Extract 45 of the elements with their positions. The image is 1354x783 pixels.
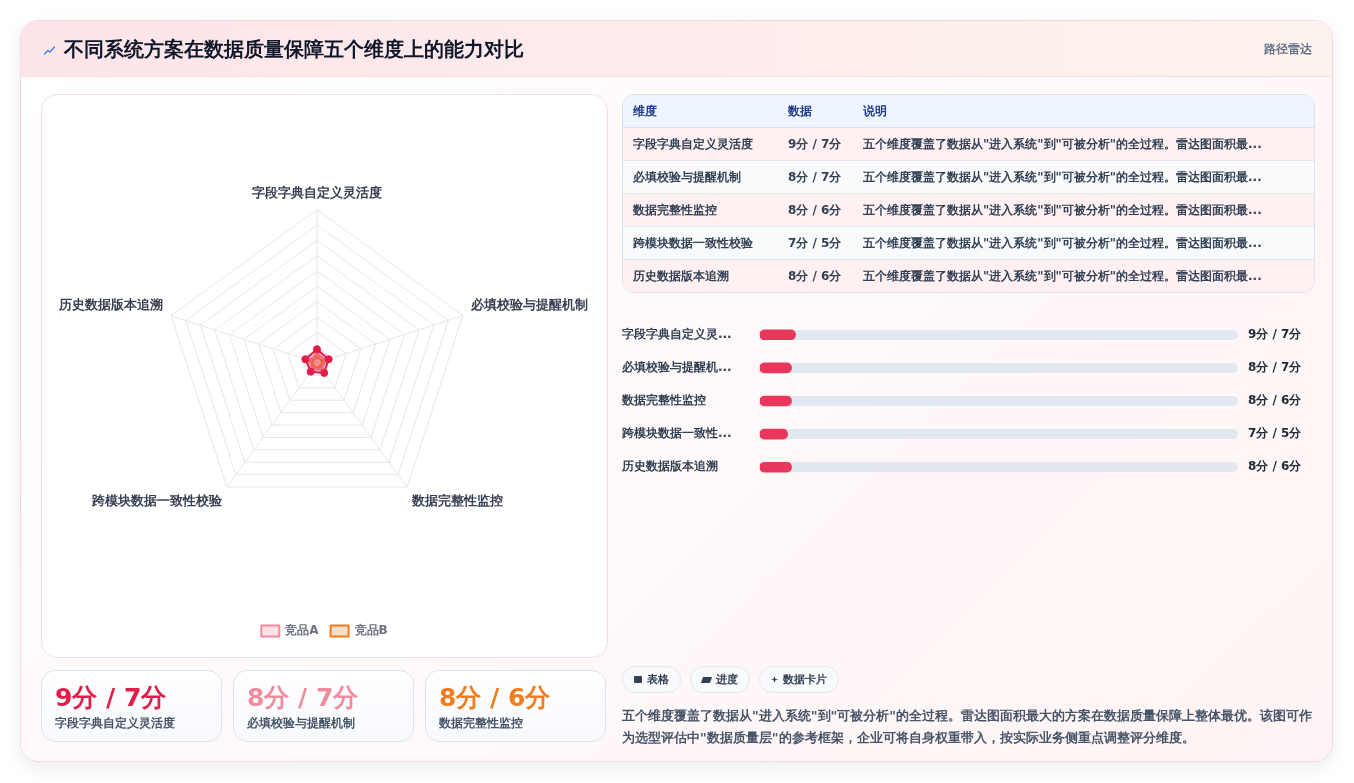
text: 五个维度覆盖了数据从"进入系统"到"可被分析"的全过程。雷达图面积最... — [863, 235, 1262, 250]
data-label: 8分 / 6分 — [1248, 393, 1303, 408]
text: 8分 / 6分 — [788, 268, 842, 283]
chart-title: 不同系统方案在数据质量保障五个维度上的能力对比 — [64, 36, 524, 63]
y-tick-label: 跨模块数据一致性... — [621, 426, 732, 441]
category-label: 表格 — [647, 672, 669, 687]
data-label: 7分 / 5分 — [1248, 426, 1303, 441]
text: 五个维度覆盖了数据从"进入系统"到"可被分析"的全过程。雷达图面积最... — [863, 202, 1262, 217]
text: 五个维度覆盖了数据从"进入系统"到"可被分析"的全过程。雷达图面积最... — [863, 268, 1262, 283]
text: 五个维度覆盖了数据从"进入系统"到"可被分析"的全过程。雷达图面积最... — [863, 169, 1262, 184]
legend-label: 竞品A — [284, 623, 320, 638]
text: 9分 / 7分 — [788, 136, 842, 151]
spoke-label: 跨模块数据一致性校验 — [91, 492, 224, 508]
text: 五个维度覆盖了数据从"进入系统"到"可被分析"的全过程。雷达图面积最大的方案在数据质量保障上整体最优。该图可作为选型评估中"数据质量层"的参考框架，企业可将自身权重带入，按实际业务侧重点调整评分维度。 — [622, 707, 1314, 747]
text: 8分 / 6分 — [439, 683, 551, 712]
category-label: 进度 — [716, 672, 738, 687]
y-tick-label: 历史数据版本追溯 — [621, 459, 718, 474]
y-tick-label: 字段字典自定义灵... — [622, 326, 732, 341]
text: 8分 / 7分 — [788, 169, 842, 184]
text: 8分 / 7分 — [247, 683, 359, 712]
spoke-label: 历史数据版本追溯 — [58, 296, 164, 312]
category-label: 数据卡片 — [783, 672, 827, 687]
text: 8分 / 6分 — [788, 202, 842, 217]
category-label: 字段字典自定义灵活度 — [55, 715, 176, 732]
spoke-label: 必填校验与提醒机制 — [469, 296, 588, 312]
data-label: 8分 / 6分 — [1248, 459, 1303, 474]
category-label: 说明 — [862, 102, 888, 120]
text: 路径雷达 — [1264, 41, 1312, 58]
category-label: 数据 — [787, 102, 813, 120]
spoke-label: 数据完整性监控 — [410, 492, 503, 508]
text: 五个维度覆盖了数据从"进入系统"到"可被分析"的全过程。雷达图面积最... — [863, 136, 1262, 151]
category-label: 必填校验与提醒机制 — [633, 169, 741, 184]
category-label: 必填校验与提醒机制 — [247, 715, 356, 732]
category-label: 数据完整性监控 — [439, 715, 524, 732]
text: 9分 / 7分 — [55, 683, 167, 712]
category-label: 维度 — [632, 102, 658, 120]
data-label: 9分 / 7分 — [1248, 326, 1303, 341]
category-label: 字段字典自定义灵活度 — [633, 136, 753, 151]
text: 7分 / 5分 — [788, 235, 842, 250]
category-label: 跨模块数据一致性校验 — [633, 235, 753, 250]
legend-label: 竞品B — [353, 623, 388, 638]
y-tick-label: 必填校验与提醒机... — [621, 360, 732, 375]
y-tick-label: 数据完整性监控 — [621, 393, 706, 408]
data-label: 8分 / 7分 — [1248, 360, 1303, 375]
spoke-label: 字段字典自定义灵活度 — [252, 185, 382, 201]
